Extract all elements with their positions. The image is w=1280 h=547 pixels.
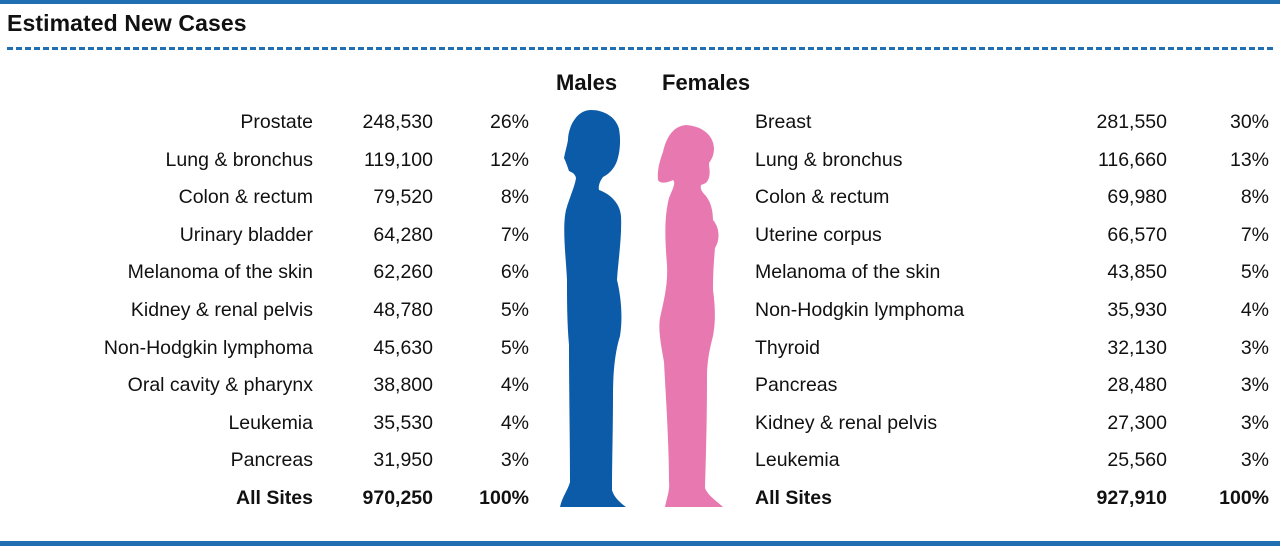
table-row: Colon & rectum 79,520 8% Colon & rectum 69,9… xyxy=(0,185,1280,209)
male-case-count: 35,530 xyxy=(373,412,433,434)
male-site-label: Leukemia xyxy=(228,412,313,434)
table-row: Pancreas 31,950 3% Leukemia 25,560 3% xyxy=(0,448,1280,472)
male-case-count: 119,100 xyxy=(363,149,433,171)
female-case-percent: 3% xyxy=(1240,412,1269,434)
table-row: Melanoma of the skin 62,260 6% Melanoma of … xyxy=(0,260,1280,284)
female-case-count: 43,850 xyxy=(1107,261,1167,283)
male-total-percent: 100% xyxy=(479,487,529,509)
female-case-count: 28,480 xyxy=(1107,374,1167,396)
male-site-label: Melanoma of the skin xyxy=(127,261,313,283)
male-site-label: Prostate xyxy=(240,111,313,133)
female-total-count: 927,910 xyxy=(1096,487,1168,509)
total-row: All Sites 970,250 100% All Sites 927,910 100% xyxy=(0,486,1280,510)
male-case-count: 79,520 xyxy=(373,186,433,208)
female-case-percent: 3% xyxy=(1240,337,1269,359)
female-case-percent: 7% xyxy=(1240,224,1269,246)
female-case-percent: 30% xyxy=(1229,111,1269,133)
female-case-count: 66,570 xyxy=(1107,224,1167,246)
female-case-percent: 3% xyxy=(1240,374,1269,396)
male-site-label: Colon & rectum xyxy=(178,186,313,208)
male-case-percent: 4% xyxy=(500,374,529,396)
female-case-percent: 5% xyxy=(1240,261,1269,283)
table-row: Urinary bladder 64,280 7% Uterine corpus 66,… xyxy=(0,223,1280,247)
male-site-label: Kidney & renal pelvis xyxy=(130,299,313,321)
male-site-label: Urinary bladder xyxy=(179,224,313,246)
males-header: Males xyxy=(556,70,618,95)
table-row: Prostate 248,530 26% Breast 281,550 30% xyxy=(0,110,1280,134)
female-case-percent: 13% xyxy=(1229,149,1269,171)
female-site-label: Colon & rectum xyxy=(755,186,890,208)
male-case-count: 45,630 xyxy=(373,337,433,359)
table-row: Oral cavity & pharynx 38,800 4% Pancreas 28,… xyxy=(0,373,1280,397)
male-silhouette-icon xyxy=(560,110,626,507)
female-site-label: Kidney & renal pelvis xyxy=(755,412,938,434)
male-site-label: Pancreas xyxy=(230,449,313,471)
male-case-percent: 26% xyxy=(489,111,529,133)
female-site-label: Lung & bronchus xyxy=(755,149,903,171)
female-site-label: Thyroid xyxy=(755,337,821,359)
female-case-count: 281,550 xyxy=(1096,111,1168,133)
male-case-percent: 5% xyxy=(500,337,529,359)
bottom-rule xyxy=(0,541,1280,546)
male-site-label: Oral cavity & pharynx xyxy=(127,374,313,396)
page-title: Estimated New Cases xyxy=(7,10,247,36)
male-site-label: Non-Hodgkin lymphoma xyxy=(103,337,313,359)
female-case-count: 35,930 xyxy=(1107,299,1167,321)
male-case-count: 248,530 xyxy=(362,111,434,133)
male-case-percent: 3% xyxy=(500,449,529,471)
male-total-label: All Sites xyxy=(236,487,313,509)
table-row: Non-Hodgkin lymphoma 45,630 5% Thyroid 32,13… xyxy=(0,336,1280,360)
male-case-percent: 8% xyxy=(500,186,529,208)
table-row: Leukemia 35,530 4% Kidney & renal pelvis 27,… xyxy=(0,411,1280,435)
female-site-label: Pancreas xyxy=(755,374,838,396)
female-site-label: Non-Hodgkin lymphoma xyxy=(755,299,965,321)
female-case-count: 116,660 xyxy=(1097,149,1167,171)
female-case-count: 25,560 xyxy=(1107,449,1167,471)
female-case-count: 27,300 xyxy=(1107,412,1167,434)
female-site-label: Uterine corpus xyxy=(755,224,882,246)
female-case-percent: 3% xyxy=(1240,449,1269,471)
female-site-label: Leukemia xyxy=(755,449,840,471)
female-case-percent: 4% xyxy=(1240,299,1269,321)
females-header: Females xyxy=(662,70,751,95)
female-total-label: All Sites xyxy=(755,487,832,509)
female-case-percent: 8% xyxy=(1240,186,1269,208)
male-case-percent: 7% xyxy=(500,224,529,246)
female-site-label: Melanoma of the skin xyxy=(755,261,941,283)
female-total-percent: 100% xyxy=(1219,487,1269,509)
female-silhouette-icon xyxy=(657,125,723,507)
male-case-count: 64,280 xyxy=(373,224,433,246)
top-rule xyxy=(0,0,1280,4)
male-site-label: Lung & bronchus xyxy=(165,149,313,171)
male-case-count: 31,950 xyxy=(373,449,433,471)
female-case-count: 69,980 xyxy=(1107,186,1167,208)
male-case-percent: 6% xyxy=(500,261,529,283)
male-case-count: 38,800 xyxy=(373,374,433,396)
table-row: Lung & bronchus 119,100 12% Lung & bronchus… xyxy=(0,148,1280,172)
male-case-percent: 5% xyxy=(500,299,529,321)
female-case-count: 32,130 xyxy=(1107,337,1167,359)
male-case-percent: 12% xyxy=(489,149,529,171)
male-total-count: 970,250 xyxy=(362,487,434,509)
female-site-label: Breast xyxy=(755,111,812,133)
male-case-count: 62,260 xyxy=(373,261,433,283)
male-case-count: 48,780 xyxy=(373,299,433,321)
table-row: Kidney & renal pelvis 48,780 5% Non-Hodgkin… xyxy=(0,298,1280,322)
dashed-divider xyxy=(7,47,1273,50)
male-case-percent: 4% xyxy=(500,412,529,434)
